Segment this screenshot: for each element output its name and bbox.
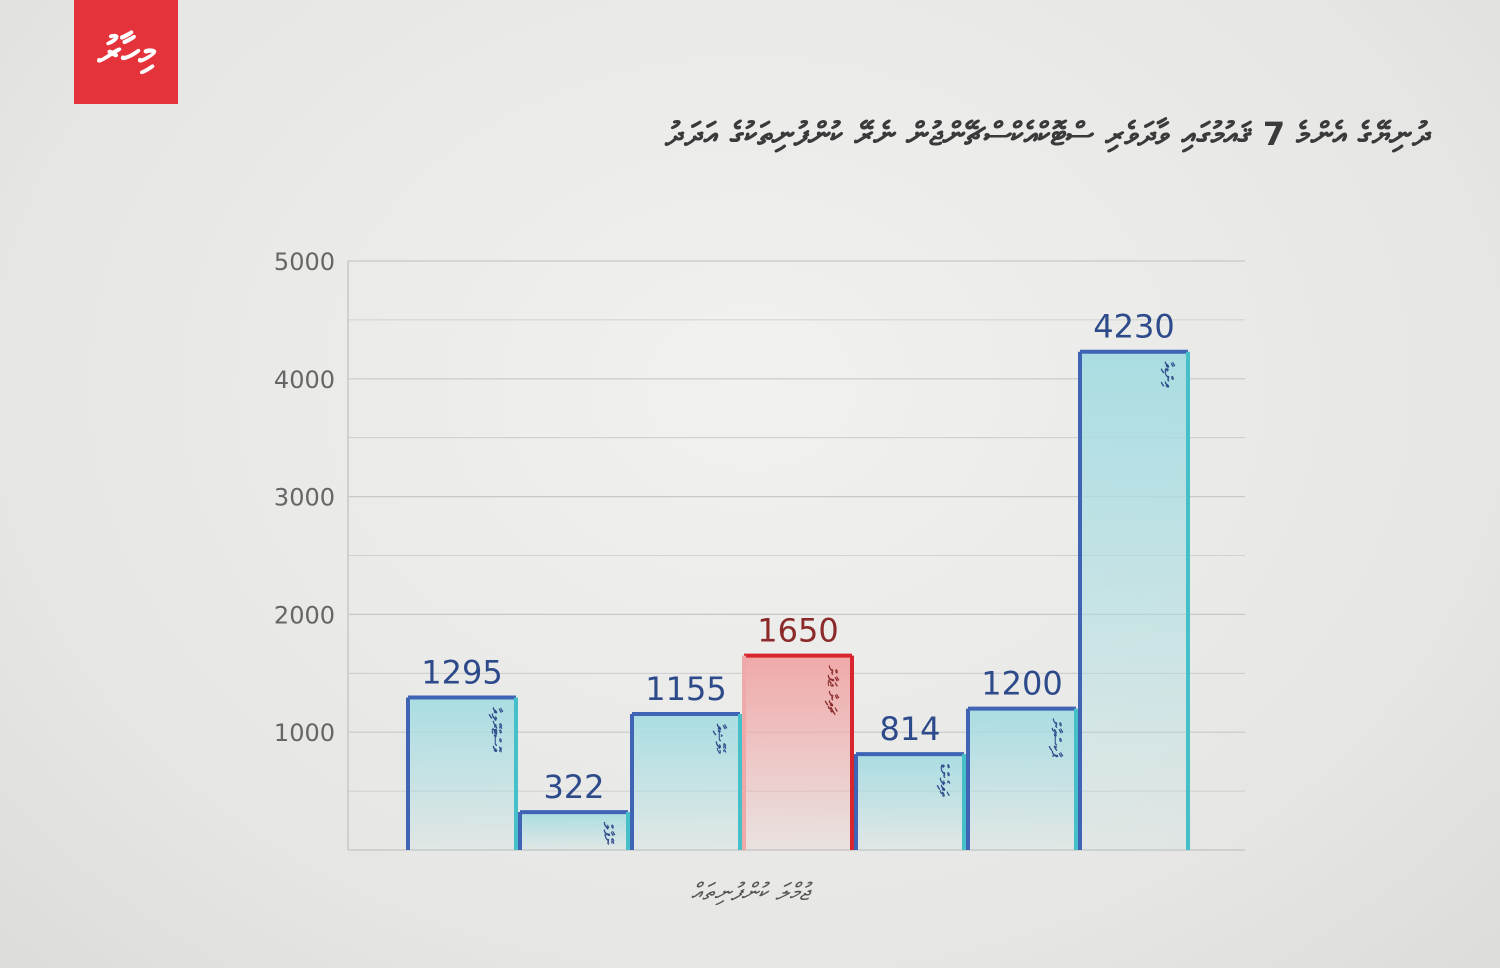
bar — [1080, 351, 1188, 850]
bar-category-label: ޗައިނާ ޖަޕާން — [824, 665, 839, 715]
y-tick-label: 3000 — [274, 484, 335, 512]
y-tick-label: 4000 — [274, 366, 335, 394]
bar — [744, 655, 852, 850]
bar-value-label: 814 — [879, 710, 940, 748]
bar-category-label: ތައިލެންޑް — [936, 763, 951, 797]
bar-value-label: 1155 — [645, 670, 726, 708]
x-axis-label: ޖުމްލަ ކުންފުނިތައް — [691, 878, 814, 906]
y-tick-label: 5000 — [274, 248, 335, 276]
chart-title: ދުނިޔޭގެ އެންމެ 7 ޤައުމުގައި ވާދަވެރި ސް… — [665, 115, 1430, 153]
bar-category-label: އޮސްޓްރޭލިއާ — [488, 706, 503, 752]
brand-logo: މިހާރު — [74, 0, 178, 104]
bar-value-label: 4230 — [1093, 308, 1174, 346]
bar — [520, 812, 628, 850]
bar — [632, 713, 740, 850]
bar — [856, 754, 964, 850]
bar-category-label: ޕާކިސްތާން — [1048, 718, 1063, 758]
bar — [408, 697, 516, 850]
bar-category-label: މެލޭޝިއާ — [712, 723, 727, 754]
bar-value-label: 322 — [543, 768, 604, 806]
logo-text: މިހާރު — [97, 29, 155, 75]
bar-category-label: ނޭޕާލް — [600, 821, 615, 845]
bar-value-label: 1650 — [757, 612, 838, 650]
y-tick-label: 1000 — [274, 719, 335, 747]
bar-category-label: އިންޑިއާ — [1160, 361, 1175, 388]
bar — [968, 708, 1076, 850]
y-tick-label: 2000 — [274, 601, 335, 629]
bar-value-label: 1295 — [421, 653, 502, 691]
bar-value-label: 1200 — [981, 665, 1062, 703]
